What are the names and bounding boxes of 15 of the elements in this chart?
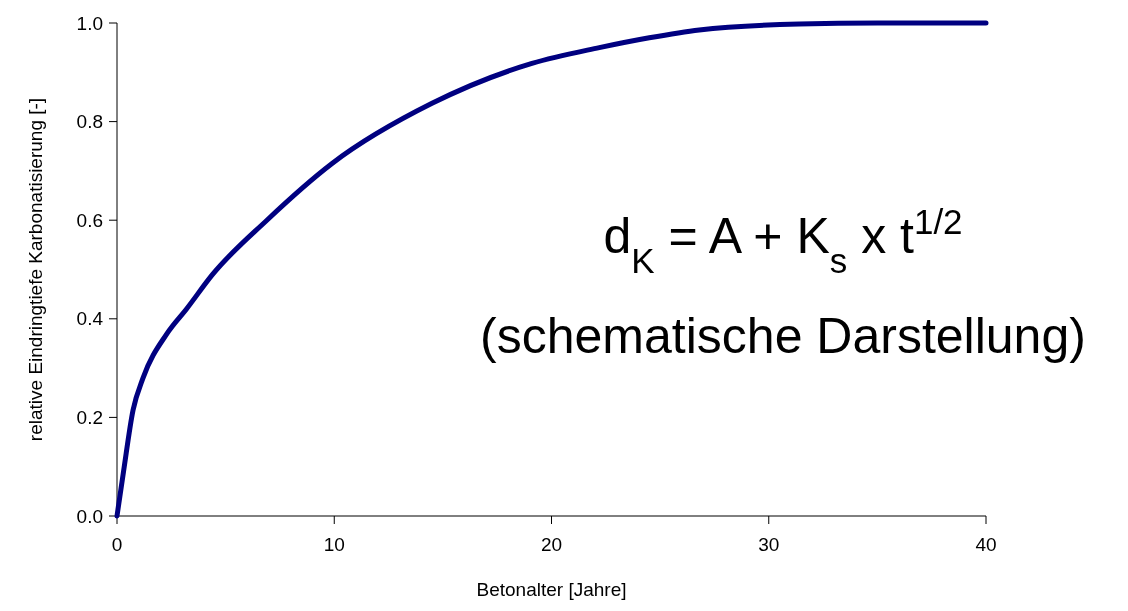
y-tick-label: 0.8 (76, 111, 103, 133)
y-tick-label: 0.0 (76, 505, 103, 527)
y-axis-title: relative Eindringtiefe Karbonatisierung [-] (25, 97, 46, 442)
annotation: d$_{K}$ = A + K$_{s}$ x t$^{1/2}$ (603, 201, 963, 280)
y-tick-label: 0.2 (76, 407, 103, 429)
y-tick-label: 1.0 (76, 12, 103, 34)
x-tick-label: 10 (323, 534, 345, 555)
x-tick-label: 40 (975, 534, 997, 555)
y-tick-label: 0.6 (76, 209, 103, 231)
x-tick-label: 0 (111, 534, 123, 555)
x-tick-label: 30 (758, 534, 780, 555)
y-tick-label: 0.4 (76, 308, 104, 330)
annotation: (schematische Darstellung) (480, 308, 1086, 364)
x-axis-title: Betonalter [Jahre] (476, 579, 627, 600)
x-tick-label: 20 (540, 534, 563, 555)
